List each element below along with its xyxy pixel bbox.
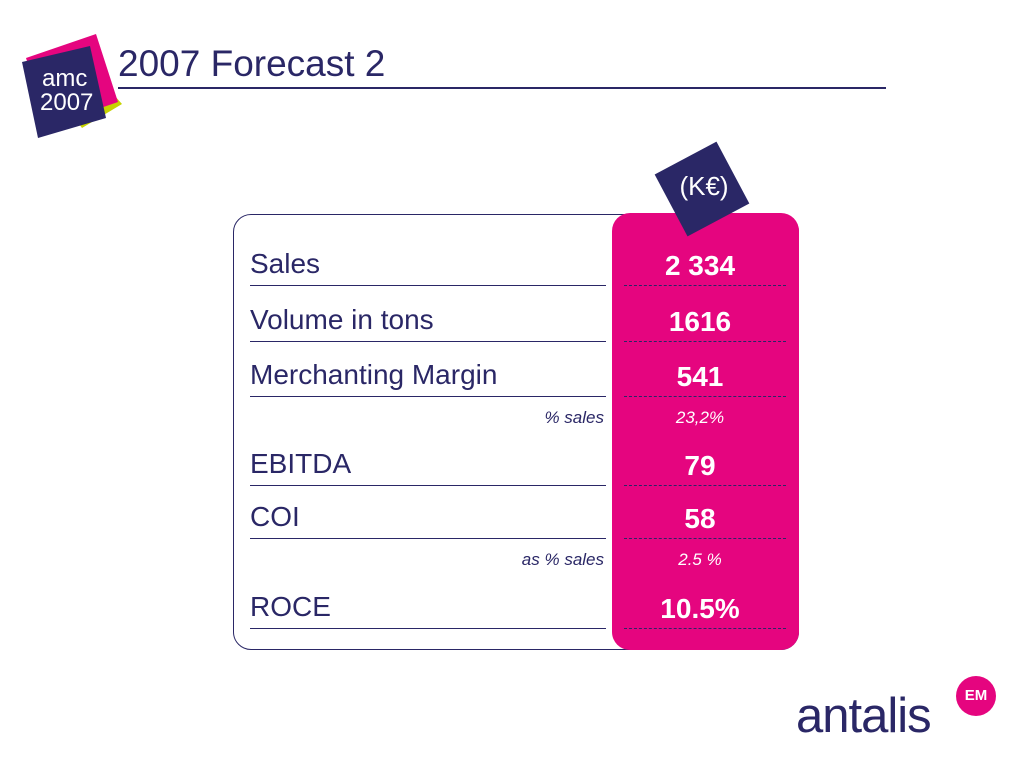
table-row-sales: Sales 2 334 bbox=[250, 248, 792, 286]
row-value: 58 bbox=[684, 503, 716, 534]
row-divider bbox=[250, 396, 606, 397]
page-title: 2007 Forecast 2 bbox=[118, 43, 386, 84]
row-label: EBITDA bbox=[250, 448, 352, 479]
title-underline bbox=[118, 87, 886, 89]
row-value-divider bbox=[624, 285, 786, 286]
logo-text-amc: amc bbox=[42, 65, 87, 92]
row-divider bbox=[250, 285, 606, 286]
row-value-divider bbox=[624, 485, 786, 486]
subrow-label: % sales bbox=[544, 408, 604, 427]
row-divider bbox=[250, 628, 606, 629]
table-row-volume: Volume in tons 1616 bbox=[250, 304, 792, 342]
row-divider bbox=[250, 341, 606, 342]
row-value-divider bbox=[624, 396, 786, 397]
subrow-value: 2.5 % bbox=[678, 550, 722, 569]
table-subrow-margin-percent: % sales 23,2% bbox=[250, 408, 792, 430]
row-divider bbox=[250, 485, 606, 486]
brand-wordmark: antalis bbox=[796, 689, 932, 743]
row-label: COI bbox=[250, 501, 300, 532]
table-row-coi: COI 58 bbox=[250, 501, 792, 539]
subrow-value: 23,2% bbox=[675, 408, 725, 427]
currency-badge: (K€) bbox=[654, 141, 753, 240]
table-row-ebitda: EBITDA 79 bbox=[250, 448, 792, 486]
subrow-label: as % sales bbox=[521, 550, 604, 569]
row-value-divider bbox=[624, 538, 786, 539]
row-divider bbox=[250, 538, 606, 539]
row-value: 10.5% bbox=[660, 593, 740, 624]
logo-text-year: 2007 bbox=[40, 89, 93, 116]
row-value: 79 bbox=[684, 450, 716, 481]
currency-label: (K€) bbox=[679, 171, 729, 201]
row-value-divider bbox=[624, 628, 786, 629]
row-value: 2 334 bbox=[664, 250, 736, 281]
table-row-roce: ROCE 10.5% bbox=[250, 591, 792, 629]
row-label: Sales bbox=[250, 248, 321, 279]
row-value: 1616 bbox=[668, 306, 732, 337]
antalis-logo: antalis EM bbox=[796, 676, 1000, 746]
row-label: Volume in tons bbox=[250, 304, 434, 335]
row-label: Merchanting Margin bbox=[250, 359, 498, 390]
brand-badge: EM bbox=[956, 676, 996, 716]
row-value: 541 bbox=[676, 361, 724, 392]
amc-2007-logo: amc 2007 bbox=[22, 34, 122, 140]
table-row-merchanting-margin: Merchanting Margin 541 bbox=[250, 359, 792, 397]
row-label: ROCE bbox=[250, 591, 331, 622]
row-value-divider bbox=[624, 341, 786, 342]
table-subrow-coi-percent: as % sales 2.5 % bbox=[250, 550, 792, 572]
